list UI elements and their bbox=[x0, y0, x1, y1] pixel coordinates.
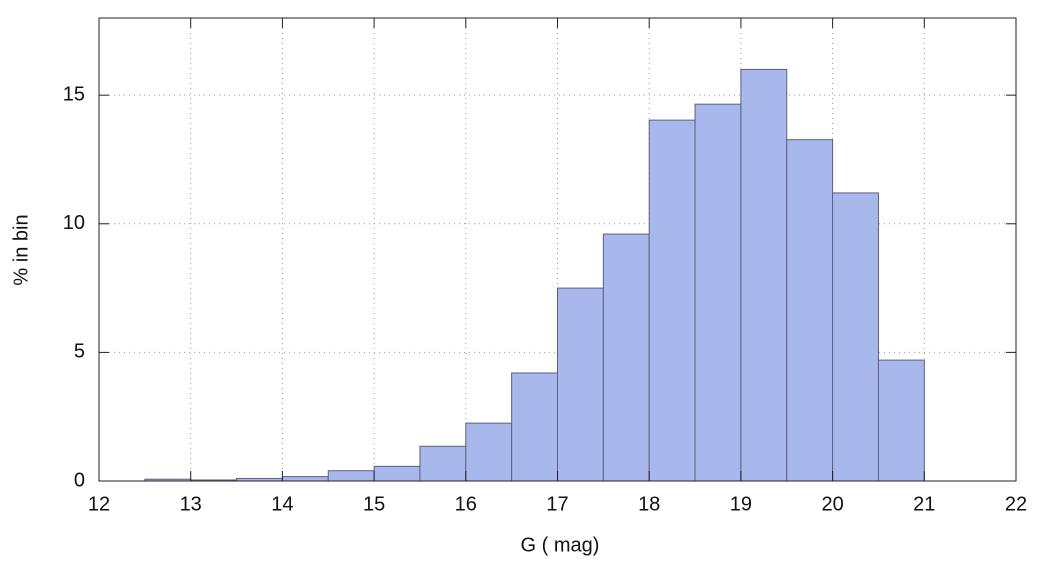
y-tick-label: 5 bbox=[74, 341, 85, 363]
bar bbox=[373, 465, 421, 482]
x-tick-label: 12 bbox=[88, 493, 110, 515]
x-axis-label: G ( mag) bbox=[521, 534, 600, 556]
x-tick-label: 21 bbox=[913, 493, 935, 515]
y-tick-label: 10 bbox=[63, 212, 85, 234]
x-tick-label: 22 bbox=[1005, 493, 1027, 515]
bar bbox=[602, 233, 650, 482]
bar bbox=[557, 287, 604, 482]
bar bbox=[694, 103, 742, 482]
x-tick-label: 20 bbox=[821, 493, 843, 515]
bar bbox=[832, 192, 879, 482]
y-tick-label: 15 bbox=[63, 83, 85, 105]
bar bbox=[786, 139, 834, 482]
bar bbox=[327, 470, 375, 482]
y-axis-label: % in bin bbox=[10, 214, 32, 285]
x-tick-label: 17 bbox=[546, 493, 568, 515]
bar bbox=[877, 359, 925, 482]
x-tick-label: 18 bbox=[638, 493, 660, 515]
bar bbox=[281, 476, 329, 482]
bar bbox=[511, 372, 558, 482]
bar bbox=[465, 422, 513, 482]
x-tick-label: 19 bbox=[730, 493, 752, 515]
y-tick-label: 0 bbox=[74, 469, 85, 491]
x-tick-label: 14 bbox=[271, 493, 293, 515]
x-tick-label: 16 bbox=[455, 493, 477, 515]
bar bbox=[740, 68, 788, 482]
bar bbox=[419, 445, 467, 482]
bar bbox=[648, 119, 696, 482]
x-tick-label: 13 bbox=[180, 493, 202, 515]
x-tick-label: 15 bbox=[363, 493, 385, 515]
